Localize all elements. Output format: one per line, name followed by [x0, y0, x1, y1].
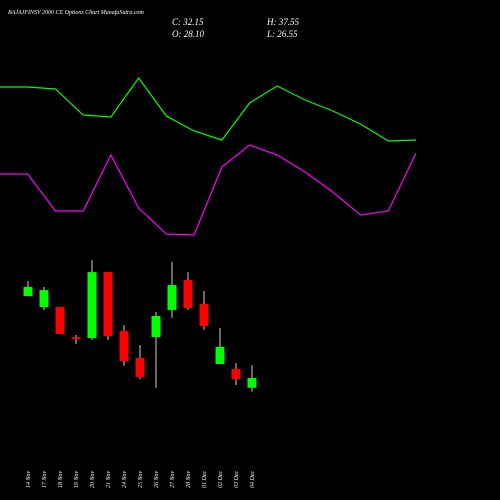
x-tick-label: 25 Nov [138, 470, 144, 488]
x-tick-label: 01 Dec [202, 471, 208, 488]
candle-body [87, 272, 97, 339]
indicator-line [0, 76, 417, 142]
ohlc-low: L: 26.55 [266, 29, 298, 39]
candle-body [71, 337, 81, 340]
candle-body [39, 290, 49, 308]
candle-body [247, 378, 257, 388]
candle-body [55, 307, 65, 334]
chart-title: BAJAJFINSV 2000 CE Options Chart MunafaS… [8, 9, 145, 16]
x-tick-label: 14 Nov [25, 470, 32, 488]
x-tick-label: 02 Dec [218, 471, 224, 488]
candle-body [151, 316, 161, 338]
indicator-line [0, 144, 417, 236]
x-tick-label: 26 Nov [154, 470, 160, 488]
candle-body [167, 285, 177, 310]
candle-body [135, 358, 145, 377]
x-tick-label: 21 Nov [106, 470, 112, 488]
candle-body [119, 331, 129, 362]
candle-body [215, 346, 225, 364]
x-tick-label: 28 Nov [186, 470, 192, 488]
x-tick-label: 03 Dec [234, 471, 240, 488]
x-tick-label: 04 Dec [249, 471, 256, 488]
ohlc-open: O: 28.10 [172, 29, 204, 39]
ohlc-close: C: 32.15 [172, 17, 204, 27]
candle-body [103, 272, 113, 337]
x-tick-label: 19 Nov [74, 470, 80, 488]
candle-body [231, 369, 241, 380]
x-tick-label: 27 Nov [170, 470, 176, 488]
ohlc-high: H: 37.55 [266, 17, 299, 27]
x-tick-label: 17 Nov [42, 470, 48, 488]
candle-body [23, 286, 33, 297]
x-tick-label: 18 Nov [58, 470, 64, 488]
x-tick-label: 24 Nov [121, 470, 128, 488]
candle-body [183, 280, 193, 309]
candle-body [199, 304, 209, 327]
x-tick-label: 20 Nov [90, 470, 96, 488]
